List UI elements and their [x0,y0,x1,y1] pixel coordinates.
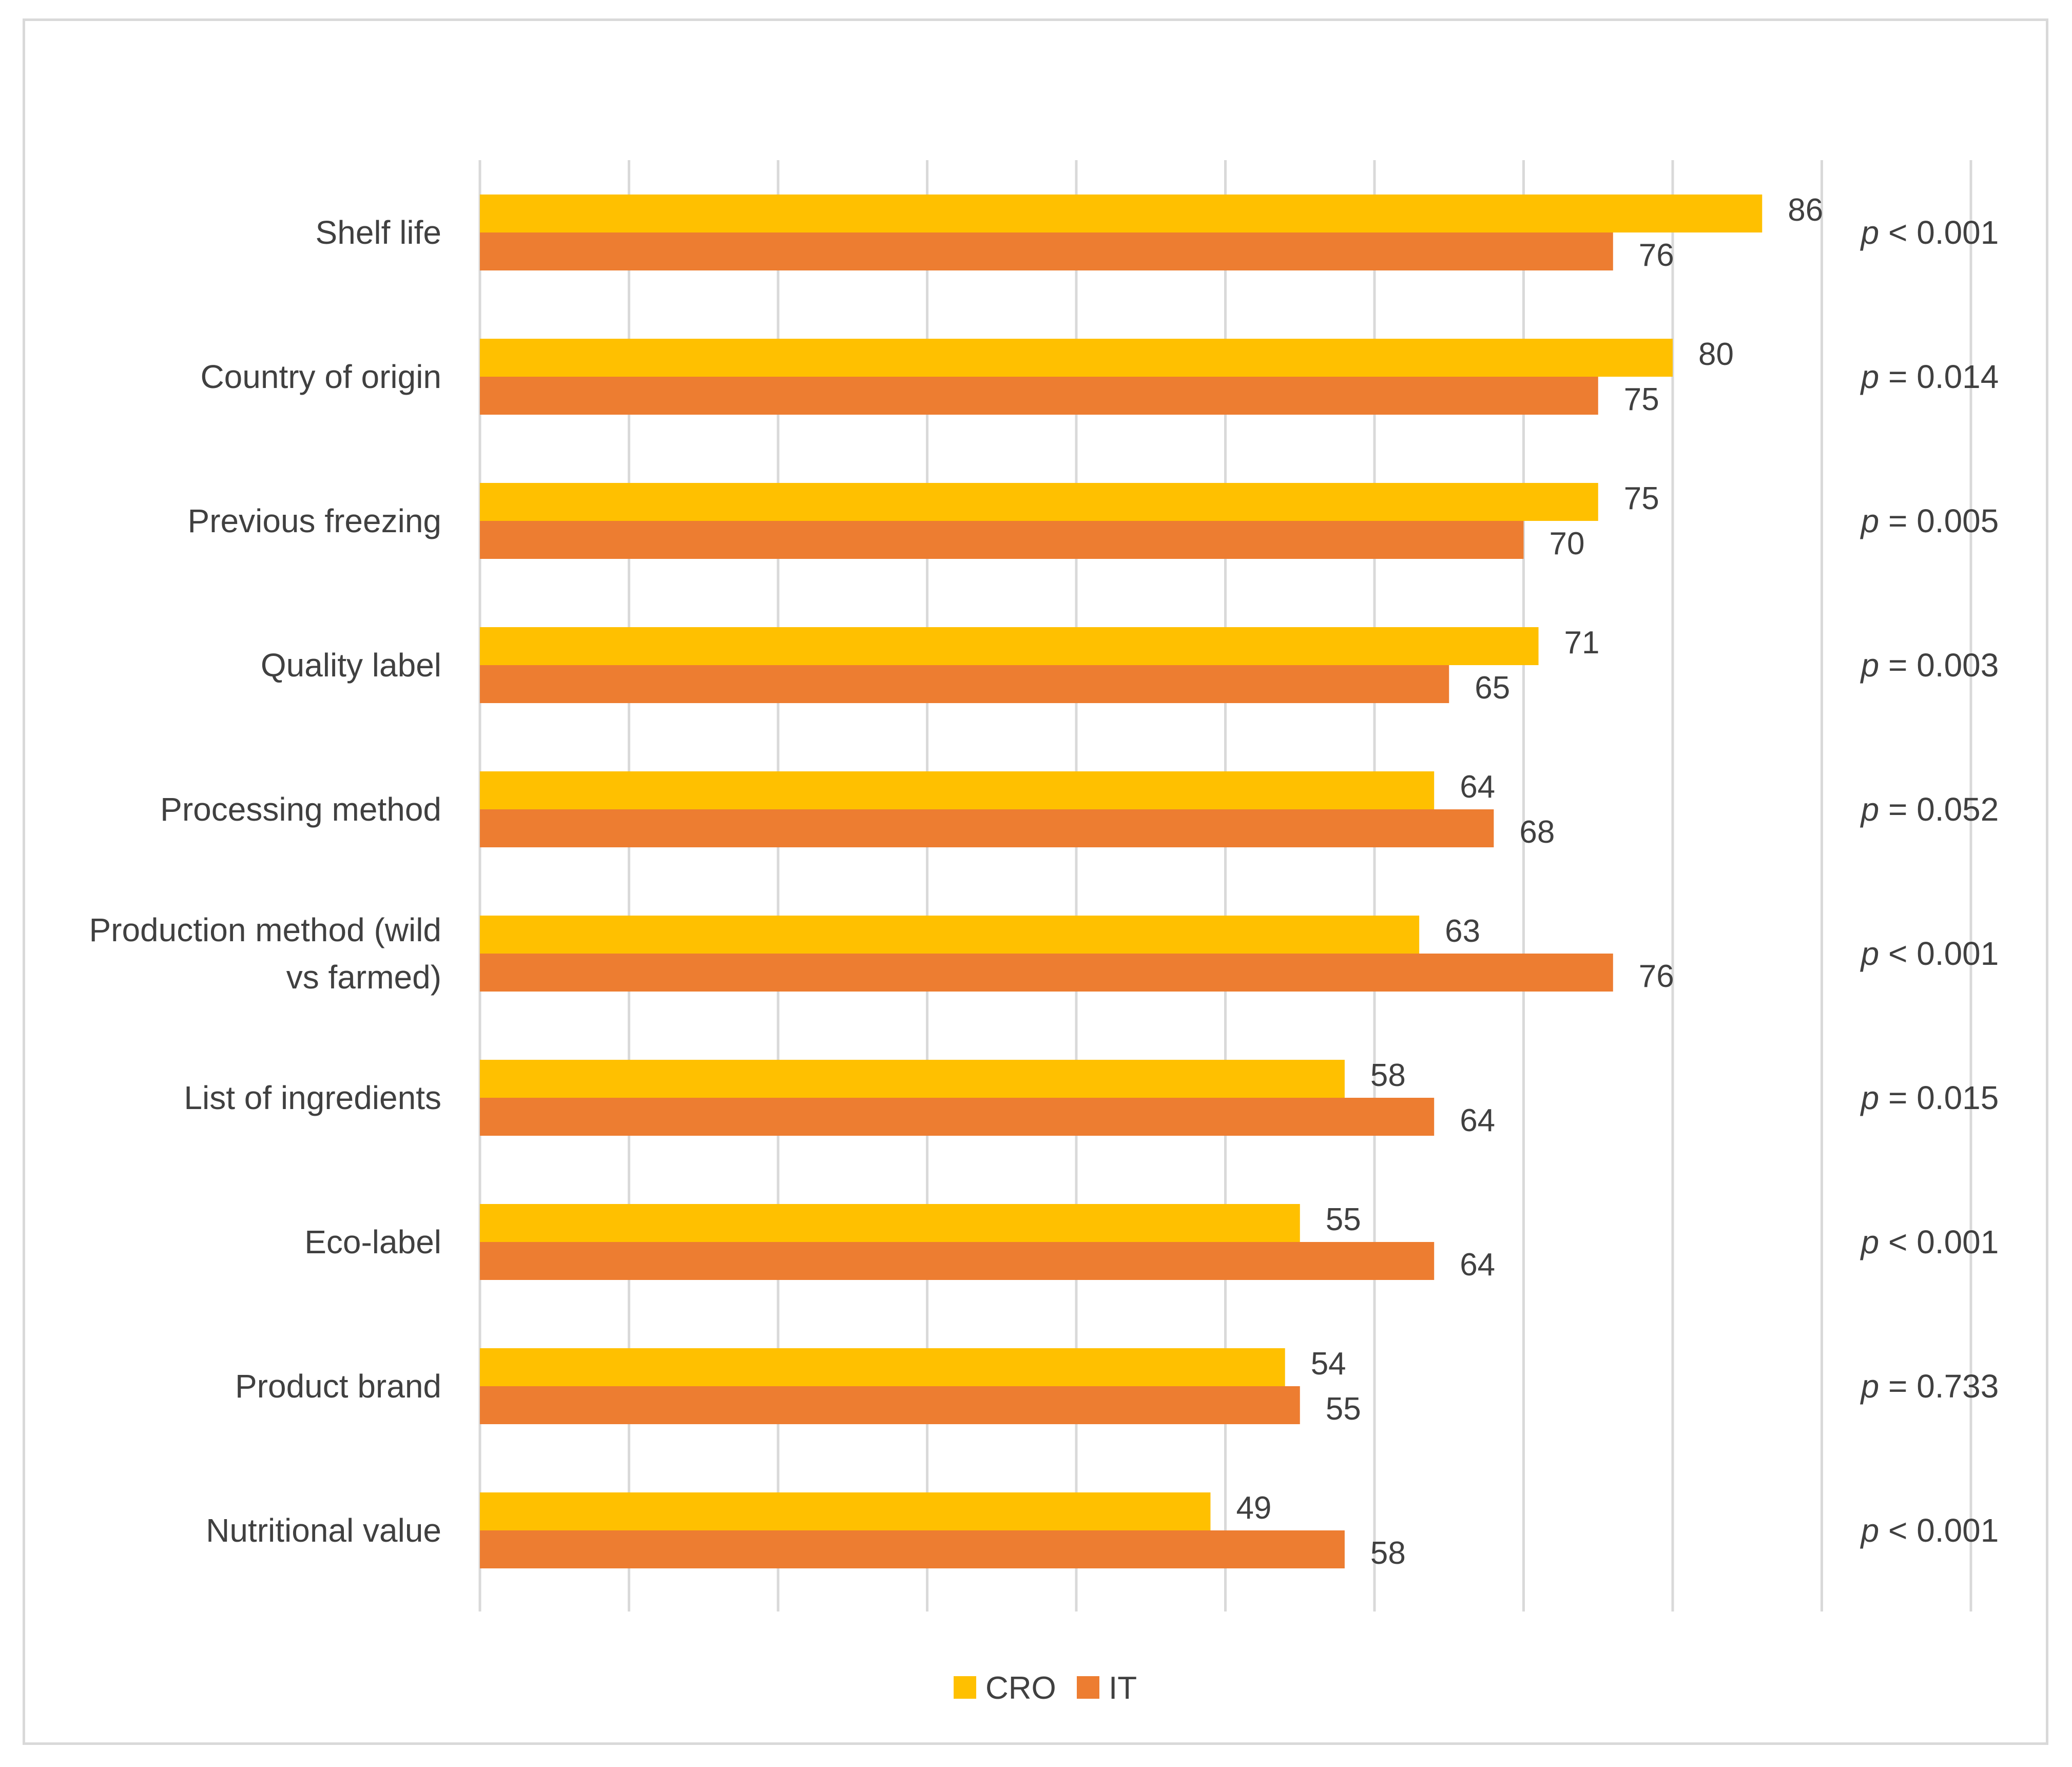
p-value-label: p < 0.001 [1860,935,1999,972]
legend-swatch-it [1077,1676,1099,1699]
labels: Shelf life 86 76 p < 0.001 Country of origin… [89,192,1999,1571]
legend-label-it: IT [1109,1671,1137,1706]
data-label-it: 65 [1475,670,1510,706]
bar-it [480,665,1449,703]
p-value-label: p = 0.733 [1860,1368,1999,1405]
category-label: Shelf life [316,214,441,251]
data-label-cro: 75 [1624,481,1659,516]
category-label: Eco-label [304,1224,441,1260]
bar-cro [480,195,1763,232]
data-label-it: 55 [1326,1391,1361,1427]
data-label-cro: 58 [1370,1058,1406,1093]
category-label: Country of origin [200,358,441,395]
category-label: Product brand [235,1368,441,1405]
bar-it [480,1242,1435,1280]
data-label-cro: 63 [1445,914,1480,949]
bar-it [480,377,1598,415]
bar-it [480,521,1524,559]
category-label: Quality label [261,647,441,684]
category-label: List of ingredients [184,1079,441,1116]
data-label-it: 76 [1639,959,1674,994]
p-value-label: p = 0.052 [1860,791,1999,828]
legend-label-cro: CRO [985,1671,1056,1706]
p-value-label: p = 0.014 [1860,358,1999,395]
bars [480,195,1763,1568]
data-label-it: 68 [1519,814,1555,850]
p-value-label: p < 0.001 [1860,1512,1999,1549]
data-label-cro: 71 [1564,625,1600,661]
bar-cro [480,1348,1285,1386]
data-label-it: 64 [1460,1103,1495,1138]
category-label: Previous freezing [188,502,441,539]
bar-it [480,1386,1300,1424]
legend: CRO IT [954,1671,1137,1706]
bar-cro [480,339,1673,377]
data-label-it: 76 [1639,238,1674,273]
p-value-label: p = 0.003 [1860,647,1999,684]
p-value-label: p = 0.015 [1860,1079,1999,1116]
p-value-label: p < 0.001 [1860,214,1999,251]
data-label-cro: 49 [1236,1490,1271,1526]
bar-it [480,809,1494,847]
category-label: Nutritional value [206,1512,441,1549]
bar-cro [480,771,1435,809]
bar-it [480,954,1613,992]
category-label: Production method (wild vs farmed) [89,911,441,996]
data-label-it: 70 [1550,526,1585,561]
data-label-cro: 80 [1698,337,1734,372]
data-label-cro: 86 [1788,192,1823,228]
bar-it [480,232,1613,270]
p-value-label: p < 0.001 [1860,1224,1999,1260]
p-value-label: p = 0.005 [1860,502,1999,539]
data-label-it: 64 [1460,1247,1495,1283]
bar-cro [480,1492,1211,1530]
data-label-cro: 64 [1460,769,1495,805]
bar-cro [480,1060,1345,1098]
data-label-it: 75 [1624,382,1659,417]
bar-it [480,1530,1345,1568]
category-label: Processing method [160,791,441,828]
data-label-cro: 55 [1326,1202,1361,1237]
bar-cro [480,1204,1300,1242]
bar-it [480,1098,1435,1136]
bar-cro [480,483,1598,521]
data-label-it: 58 [1370,1536,1406,1571]
legend-swatch-cro [954,1676,976,1699]
bar-cro [480,627,1539,665]
data-label-cro: 54 [1311,1346,1346,1382]
bar-cro [480,916,1420,954]
chart-frame [23,18,2048,1745]
